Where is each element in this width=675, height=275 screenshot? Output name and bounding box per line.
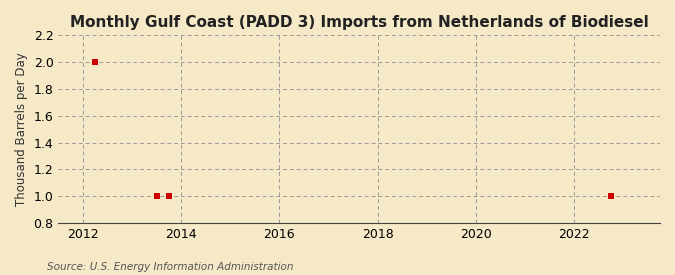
Y-axis label: Thousand Barrels per Day: Thousand Barrels per Day <box>15 52 28 206</box>
Text: Source: U.S. Energy Information Administration: Source: U.S. Energy Information Administ… <box>47 262 294 272</box>
Title: Monthly Gulf Coast (PADD 3) Imports from Netherlands of Biodiesel: Monthly Gulf Coast (PADD 3) Imports from… <box>70 15 649 30</box>
